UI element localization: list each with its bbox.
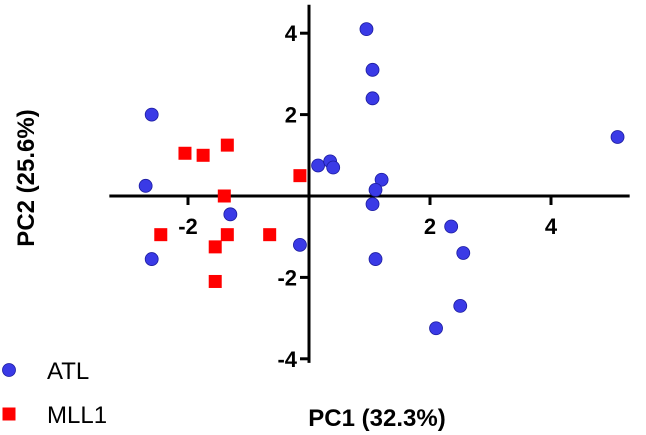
point-mll1: [196, 148, 210, 162]
point-atl: [311, 158, 325, 173]
point-mll1: [220, 228, 234, 242]
point-atl: [374, 172, 389, 187]
y-tick-label: -4: [277, 347, 297, 372]
point-mll1: [263, 228, 277, 242]
point-atl: [365, 197, 380, 212]
point-atl: [223, 207, 238, 222]
x-axis-title: PC1 (32.3%): [308, 405, 445, 432]
point-atl: [293, 237, 307, 252]
legend-label-atl: ATL: [47, 358, 89, 385]
legend: ATL MLL1: [2, 358, 107, 429]
tick-labels: -2 2 4 4 2 -2 -4: [178, 21, 558, 372]
x-tick-label: -2: [178, 214, 198, 239]
point-atl: [144, 107, 159, 122]
legend-label-mll1: MLL1: [47, 402, 107, 429]
point-mll1: [208, 240, 222, 254]
point-mll1: [217, 189, 231, 203]
point-mll1: [154, 228, 168, 242]
point-atl: [456, 246, 471, 260]
x-tick-label: 4: [545, 214, 558, 239]
y-tick-label: 4: [285, 21, 298, 46]
point-atl: [610, 130, 625, 144]
point-atl: [359, 22, 374, 37]
axes: [109, 4, 630, 363]
y-tick-label: -2: [277, 265, 297, 290]
legend-marker-mll1: [2, 407, 16, 421]
y-tick-label: 2: [285, 103, 297, 128]
point-mll1: [220, 138, 234, 152]
point-atl: [144, 252, 159, 266]
point-atl: [326, 160, 341, 175]
point-atl: [368, 182, 383, 197]
point-atl: [429, 321, 443, 336]
point-atl: [368, 252, 383, 266]
data-points: [138, 22, 625, 336]
point-mll1: [178, 146, 192, 160]
legend-marker-atl: [2, 363, 16, 377]
point-mll1: [208, 274, 222, 288]
point-atl: [365, 91, 380, 106]
point-atl: [444, 219, 459, 234]
point-atl: [365, 62, 380, 77]
point-atl: [138, 178, 153, 193]
point-atl: [453, 298, 468, 313]
point-mll1: [293, 169, 307, 183]
x-tick-label: 2: [424, 214, 436, 239]
y-axis-title: PC2 (25.6%): [13, 109, 40, 246]
